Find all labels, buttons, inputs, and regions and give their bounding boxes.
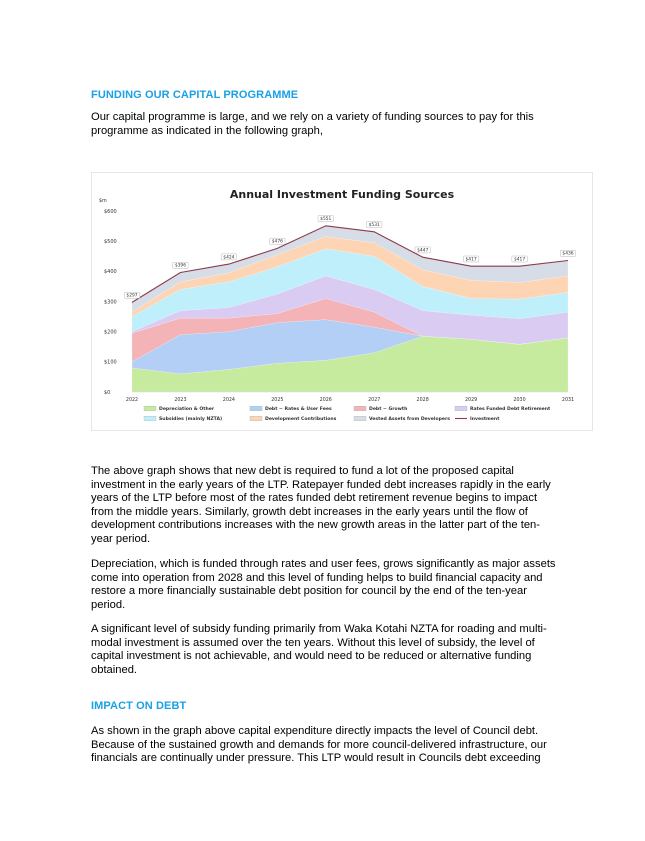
legend-swatch <box>143 416 157 421</box>
x-tick-label: 2025 <box>271 397 283 403</box>
section-heading-funding: FUNDING OUR CAPITAL PROGRAMME <box>91 89 299 101</box>
data-label-box <box>221 253 237 261</box>
legend-label: Development Contributions <box>265 416 337 422</box>
chart-title: Annual Investment Funding Sources <box>230 188 455 201</box>
y-tick-label: $100 <box>104 360 117 366</box>
x-tick-label: 2027 <box>368 397 380 403</box>
data-label: $436 <box>562 251 573 257</box>
y-tick-label: $500 <box>104 239 117 245</box>
data-label-box <box>560 250 576 257</box>
legend-label: Vested Assets from Developers <box>369 416 450 422</box>
data-label-box <box>511 255 528 263</box>
section-heading-debt: IMPACT ON DEBT <box>91 700 187 712</box>
paragraph-depreciation: Depreciation, which is funded through ra… <box>91 558 556 611</box>
data-label: $551 <box>320 216 331 222</box>
data-label-box <box>269 238 286 245</box>
data-label: $297 <box>126 293 137 299</box>
legend-swatch <box>249 416 263 421</box>
legend-label: Investment <box>470 416 500 422</box>
y-tick-label: $200 <box>104 329 117 335</box>
y-tick-label: $300 <box>104 299 117 305</box>
x-tick-label: 2031 <box>562 397 574 403</box>
legend-label: Depreciation & Other <box>159 406 215 412</box>
legend-label: Debt ~ Rates & User Fees <box>265 406 332 412</box>
x-tick-label: 2022 <box>126 397 138 403</box>
y-tick-label: $400 <box>104 269 117 275</box>
legend-swatch <box>353 406 367 411</box>
data-label: $531 <box>369 222 380 228</box>
x-tick-label: 2026 <box>320 397 332 403</box>
legend-swatch <box>454 406 468 411</box>
x-tick-label: 2023 <box>174 397 186 403</box>
y-tick-label: $0 <box>104 390 110 396</box>
data-label-box <box>463 255 479 263</box>
funding-sources-chart: Annual Investment Funding Sources $m $0 $… <box>91 172 593 431</box>
x-tick-label: 2028 <box>417 397 429 403</box>
data-label: $417 <box>514 256 525 262</box>
legend-label: Debt ~ Growth <box>369 406 407 412</box>
data-label: $424 <box>223 254 234 260</box>
legend-swatch <box>353 416 367 421</box>
legend-label: Subsidies (mainly NZTA) <box>159 416 222 422</box>
data-label-box <box>366 221 383 228</box>
data-label-box <box>124 292 140 299</box>
data-label: $476 <box>272 239 283 245</box>
data-label: $417 <box>466 256 477 262</box>
legend-label: Rates Funded Debt Retirement <box>470 406 551 412</box>
funding-intro-paragraph: Our capital programme is large, and we r… <box>91 111 534 137</box>
data-label-box <box>414 246 431 254</box>
chart-svg: Annual Investment Funding Sources $m $0 $… <box>99 188 576 422</box>
x-tick-label: 2030 <box>513 397 525 403</box>
y-axis-label: $m <box>99 198 107 204</box>
paragraph-debt-overview: The above graph shows that new debt is r… <box>91 465 551 545</box>
data-label-box <box>317 215 334 222</box>
debt-intro-paragraph: As shown in the graph above capital expe… <box>91 725 547 765</box>
data-label-box <box>172 262 189 269</box>
data-label: $447 <box>417 247 428 253</box>
legend-swatch <box>249 406 263 411</box>
data-label: $396 <box>175 263 186 269</box>
legend-swatch <box>143 406 157 411</box>
investment-line <box>131 225 569 303</box>
paragraph-subsidy: A significant level of subsidy funding p… <box>91 623 547 676</box>
x-tick-label: 2024 <box>223 397 235 403</box>
y-tick-label: $600 <box>104 209 117 215</box>
x-tick-label: 2029 <box>465 397 477 403</box>
